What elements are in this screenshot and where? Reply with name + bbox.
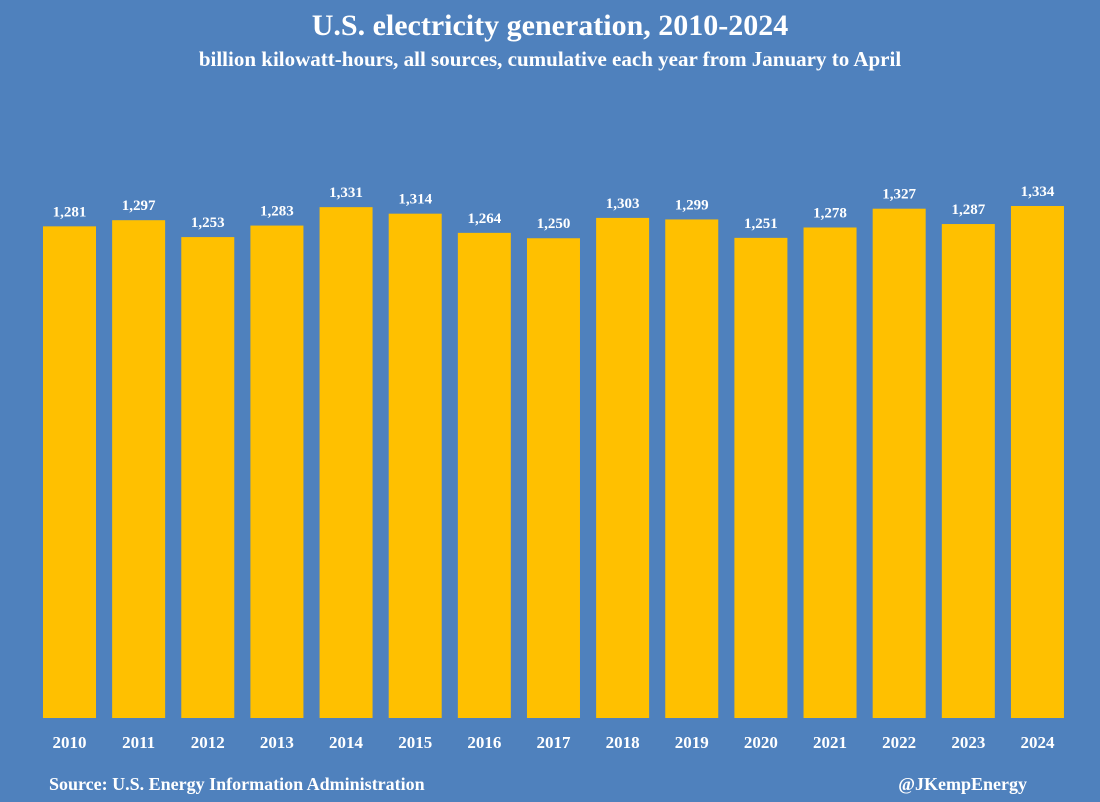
data-label-2018: 1,303 — [606, 196, 640, 212]
x-tick-label-2016: 2016 — [467, 733, 501, 752]
x-tick-label-2017: 2017 — [536, 733, 571, 752]
data-label-2020: 1,251 — [744, 216, 778, 232]
data-label-2019: 1,299 — [675, 197, 709, 213]
bar-2015 — [388, 213, 442, 718]
data-label-2021: 1,278 — [813, 205, 847, 221]
bar-2018 — [596, 217, 650, 718]
bar-2010 — [43, 226, 96, 718]
data-label-2010: 1,281 — [53, 204, 87, 220]
x-tick-label-2018: 2018 — [606, 733, 640, 752]
x-tick-label-2024: 2024 — [1020, 733, 1055, 752]
bar-2013 — [250, 225, 304, 718]
bar-2011 — [112, 220, 166, 718]
x-tick-label-2023: 2023 — [951, 733, 985, 752]
bar-2020 — [734, 237, 788, 719]
x-tick-label-2011: 2011 — [122, 733, 155, 752]
source-note: Source: U.S. Energy Information Administ… — [49, 774, 425, 794]
chart-title: U.S. electricity generation, 2010-2024 — [311, 9, 789, 42]
data-label-2016: 1,264 — [467, 211, 501, 227]
data-label-2014: 1,331 — [329, 185, 363, 201]
bar-2012 — [181, 237, 235, 718]
data-label-2013: 1,283 — [260, 204, 294, 220]
data-label-2017: 1,250 — [537, 216, 571, 232]
x-tick-label-2020: 2020 — [744, 733, 778, 752]
x-tick-label-2015: 2015 — [398, 733, 432, 752]
x-tick-label-2013: 2013 — [260, 733, 294, 752]
data-label-2011: 1,297 — [122, 198, 156, 214]
bar-2024 — [1010, 206, 1064, 718]
author-handle: @JKempEnergy — [898, 774, 1027, 794]
data-label-2022: 1,327 — [882, 187, 916, 203]
bar-2019 — [665, 219, 719, 718]
x-tick-label-2012: 2012 — [191, 733, 225, 752]
bar-2022 — [872, 208, 926, 718]
bar-2021 — [803, 227, 857, 719]
data-label-2024: 1,334 — [1021, 184, 1055, 200]
bar-2023 — [941, 224, 995, 719]
x-tick-label-2022: 2022 — [882, 733, 916, 752]
x-tick-label-2019: 2019 — [675, 733, 709, 752]
chart-subtitle: billion kilowatt-hours, all sources, cum… — [198, 47, 902, 71]
bar-2017 — [526, 238, 580, 719]
data-label-2012: 1,253 — [191, 215, 225, 231]
x-tick-label-2021: 2021 — [813, 733, 847, 752]
x-tick-label-2014: 2014 — [329, 733, 364, 752]
data-label-2015: 1,314 — [398, 192, 432, 208]
x-tick-label-2010: 2010 — [53, 733, 87, 752]
bar-2014 — [319, 207, 373, 718]
bar-2016 — [457, 232, 511, 718]
data-label-2023: 1,287 — [951, 202, 985, 218]
